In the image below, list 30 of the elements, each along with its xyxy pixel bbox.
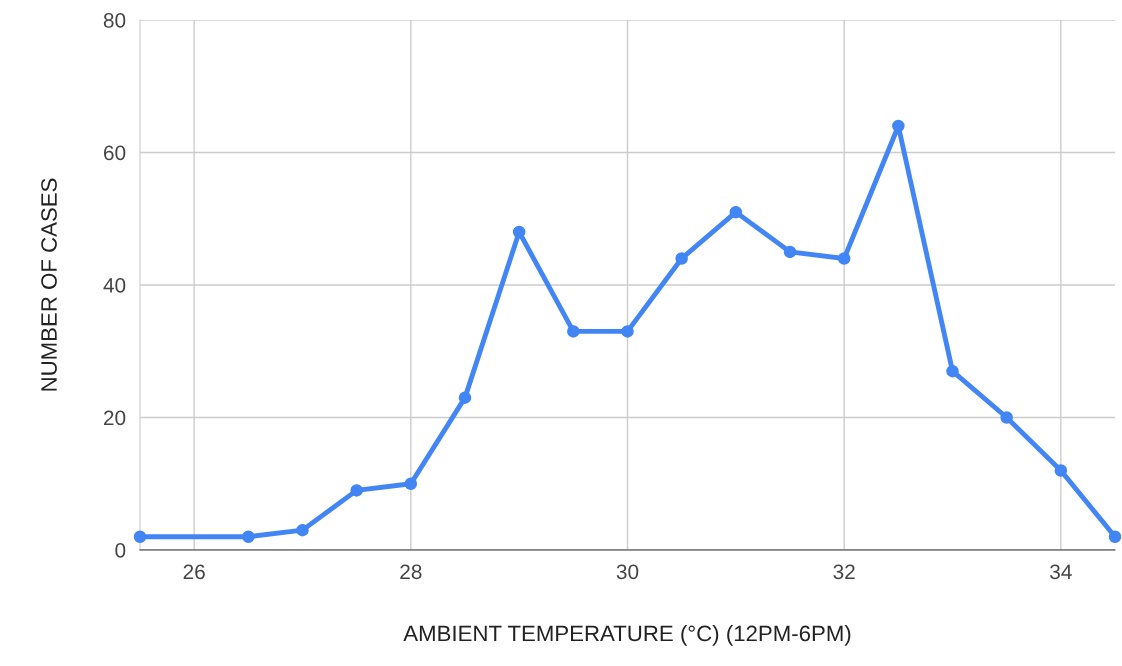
y-tick-label: 20	[103, 410, 126, 426]
point	[837, 252, 851, 265]
y-tick-label: 40	[103, 278, 126, 293]
y-tick-label: 60	[104, 145, 126, 161]
point	[133, 530, 147, 544]
point	[512, 225, 526, 239]
y-tick-label: 80	[103, 13, 126, 28]
point	[946, 364, 959, 378]
x-tick-label: 30	[616, 564, 639, 580]
point	[892, 119, 905, 133]
point	[1000, 411, 1013, 424]
x-axis-title: AMBIENT TEMPERATURE (°C) (12PM-6PM)	[403, 624, 851, 646]
point	[458, 391, 472, 404]
point	[729, 205, 743, 219]
y-axis-title: NUMBER OF CASES	[41, 178, 57, 391]
point	[621, 325, 634, 338]
point	[1054, 464, 1068, 477]
point	[296, 523, 309, 537]
point	[1108, 530, 1122, 544]
point	[242, 530, 255, 544]
point	[404, 477, 418, 491]
x-tick-label: 28	[400, 564, 422, 580]
point	[675, 252, 688, 265]
point	[567, 325, 580, 338]
x-tick-label: 32	[833, 564, 855, 580]
x-tick-label: 34	[1050, 564, 1072, 580]
y-tick-label: 0	[115, 543, 126, 558]
point	[350, 484, 363, 497]
point	[783, 245, 797, 259]
x-tick-label: 26	[183, 564, 205, 580]
